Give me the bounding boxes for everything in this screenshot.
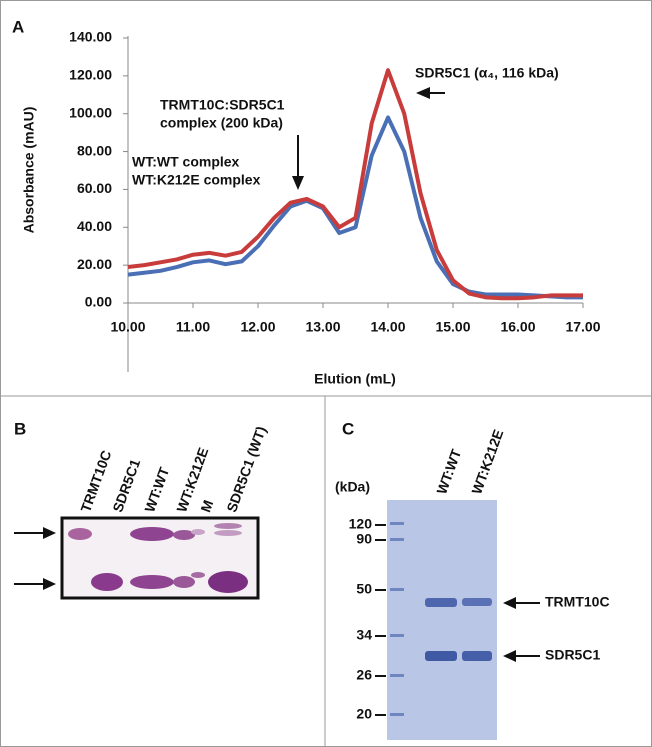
x-tick-label: 17.00	[565, 319, 600, 335]
y-tick-label: 140.00	[69, 29, 112, 45]
y-tick-label: 100.00	[69, 104, 112, 120]
lane-label: TRMT10C	[77, 448, 114, 514]
unit-label: (kDa)	[335, 479, 370, 495]
lane-label: WT:WT	[433, 447, 464, 497]
band-label: TRMT10C	[545, 594, 610, 610]
marker-label: 20	[356, 706, 372, 722]
lane-label: WT:WT	[141, 465, 172, 515]
x-axis-label: Elution (mL)	[314, 371, 396, 387]
y-tick-label: 80.00	[77, 142, 112, 158]
annotation: complex (200 kDa)	[160, 115, 283, 131]
legend-entry: WT:K212E complex	[132, 172, 261, 188]
y-tick-label: 20.00	[77, 256, 112, 272]
marker-label: 34	[356, 627, 372, 643]
panel-label: A	[12, 17, 24, 36]
x-tick-label: 14.00	[370, 319, 405, 335]
annotation: SDR5C1 (α₄, 116 kDa)	[415, 65, 559, 81]
lane-label: SDR5C1 (WT)	[223, 424, 269, 514]
gel-b	[60, 516, 260, 600]
legend-entry: WT:WT complex	[132, 154, 240, 170]
x-tick-label: 10.00	[110, 319, 145, 335]
marker-label: 120	[349, 516, 373, 532]
gel-c	[387, 500, 497, 740]
panel-label: B	[14, 419, 26, 438]
arrow	[503, 597, 540, 662]
arrow	[292, 87, 445, 190]
y-tick-label: 60.00	[77, 180, 112, 196]
x-tick-label: 13.00	[305, 319, 340, 335]
x-tick-label: 12.00	[240, 319, 275, 335]
y-tick-label: 0.00	[85, 294, 112, 310]
x-tick-label: 11.00	[176, 319, 210, 335]
y-tick-label: 40.00	[77, 218, 112, 234]
band-label: SDR5C1	[545, 647, 600, 663]
y-tick-label: 120.00	[69, 67, 112, 83]
y-axis-label: Absorbance (mAU)	[21, 107, 37, 234]
marker-label: 50	[356, 581, 372, 597]
line	[127, 115, 583, 300]
x-tick-label: 15.00	[435, 319, 470, 335]
arrow	[14, 527, 56, 590]
marker-label: 26	[356, 667, 372, 683]
lane-label: WT:K212E	[468, 427, 506, 496]
line	[127, 68, 583, 301]
lane-label: M	[197, 498, 216, 514]
marker-label: 90	[356, 531, 372, 547]
panel-label: C	[342, 419, 354, 438]
lane-label: SDR5C1	[109, 457, 143, 515]
x-tick-label: 16.00	[500, 319, 535, 335]
annotation: TRMT10C:SDR5C1	[160, 97, 285, 113]
